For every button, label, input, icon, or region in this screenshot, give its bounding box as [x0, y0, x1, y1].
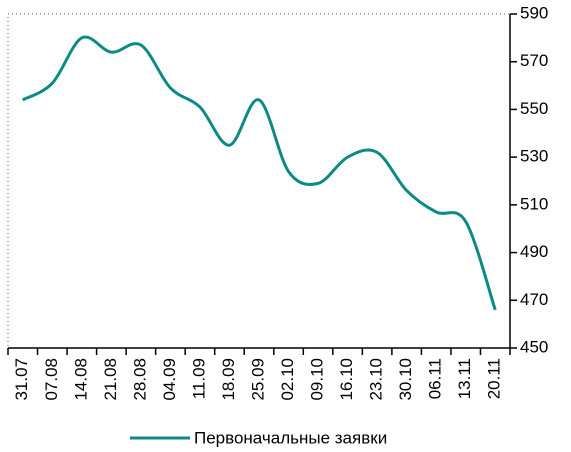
y-tick-label: 510: [520, 194, 548, 213]
y-tick-label: 530: [520, 147, 548, 166]
x-tick-label: 13.11: [455, 358, 474, 399]
x-tick-label: 28.08: [130, 358, 149, 401]
x-tick-label: 11.09: [189, 358, 208, 399]
x-tick-label: 06.11: [426, 358, 445, 399]
x-tick-label: 14.08: [71, 358, 90, 401]
x-tick-label: 23.10: [367, 358, 386, 401]
line-series: [22, 35, 497, 311]
y-tick-label: 550: [520, 99, 548, 118]
x-tick-label: 04.09: [160, 358, 179, 401]
y-tick-label: 470: [520, 290, 548, 309]
legend-label: Первоначальные заявки: [194, 428, 387, 447]
plot-border: [7, 13, 511, 349]
x-tick-label: 25.09: [248, 358, 267, 401]
x-tick-label: 09.10: [308, 358, 327, 401]
x-tick-label: 18.09: [219, 358, 238, 401]
y-tick-label: 590: [520, 3, 548, 22]
x-tick-label: 16.10: [337, 358, 356, 401]
y-tick-label: 450: [520, 337, 548, 356]
x-tick-label: 07.08: [42, 358, 61, 401]
x-tick-label: 21.08: [101, 358, 120, 401]
y-tick-label: 570: [520, 51, 548, 70]
x-tick-label: 20.11: [485, 358, 504, 399]
x-tick-label: 31.07: [12, 358, 31, 401]
y-tick-label: 490: [520, 242, 548, 261]
x-tick-label: 30.10: [396, 358, 415, 401]
x-tick-label: 02.10: [278, 358, 297, 401]
